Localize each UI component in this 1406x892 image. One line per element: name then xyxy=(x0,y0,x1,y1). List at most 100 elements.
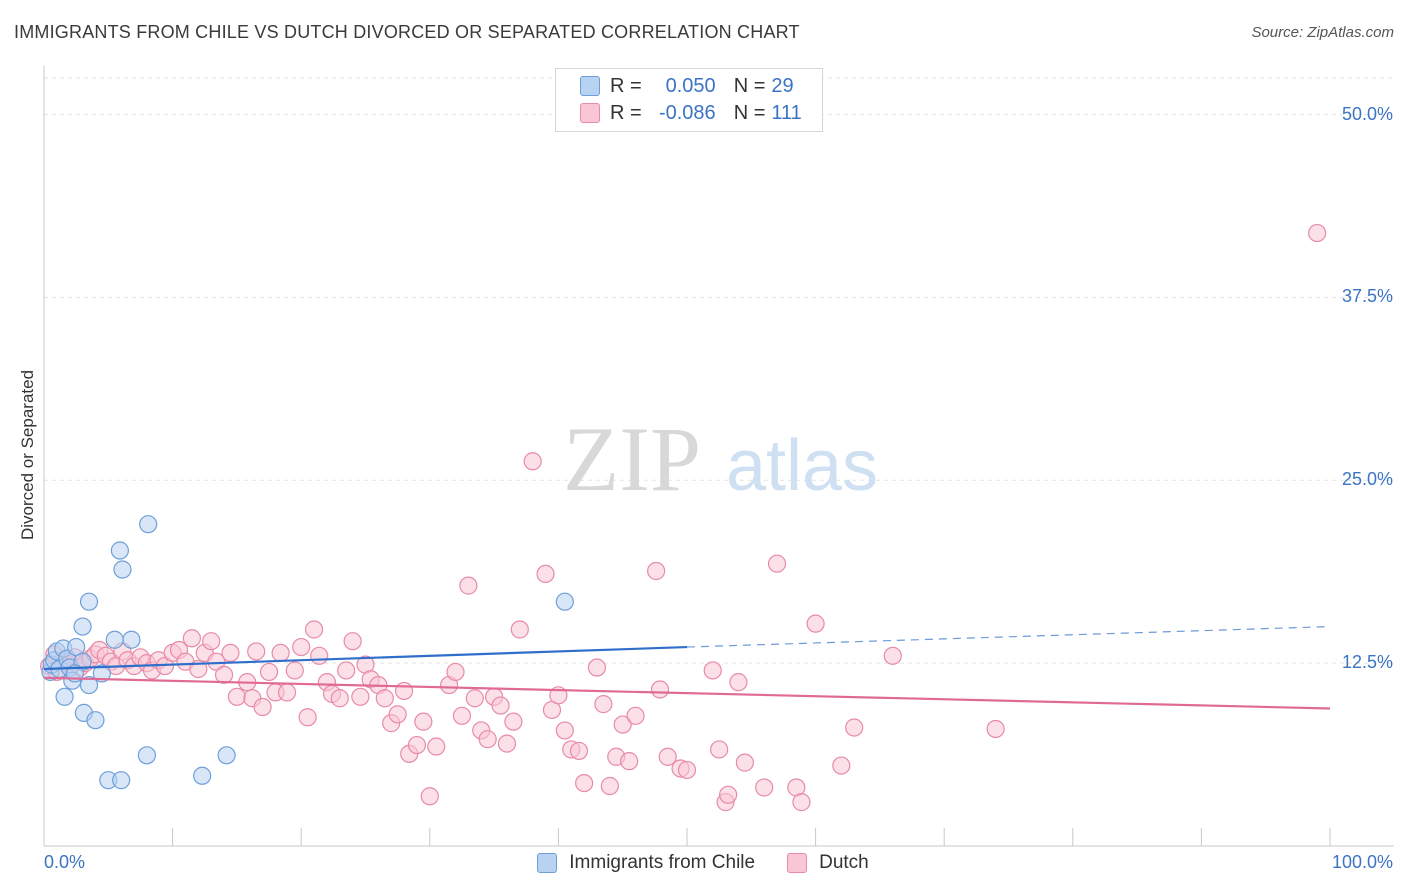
dutch-point xyxy=(587,658,607,677)
x-tick-label-max: 100.0% xyxy=(1331,852,1393,872)
legend-n-value-dutch: 111 xyxy=(771,101,802,124)
dutch-point xyxy=(767,554,787,573)
dutch-point xyxy=(575,773,594,793)
chile-point xyxy=(555,592,574,611)
dutch-point xyxy=(729,673,748,692)
legend-swatch-dutch xyxy=(580,103,600,123)
dutch-point xyxy=(414,712,433,731)
axes xyxy=(43,66,1394,847)
x-tick-label-min: 0.0% xyxy=(44,852,86,872)
chile-point xyxy=(137,746,156,765)
chile-point xyxy=(79,675,99,695)
legend-label-chile: Immigrants from Chile xyxy=(569,852,756,873)
y-tick-label: 25.0% xyxy=(1341,469,1393,490)
dutch-point xyxy=(427,737,446,756)
dutch-point xyxy=(792,793,811,812)
legend-swatch-chile xyxy=(537,853,558,873)
chart-title: IMMIGRANTS FROM CHILE VS DUTCH DIVORCED … xyxy=(14,22,800,42)
dutch-point xyxy=(1308,223,1327,243)
legend-swatch-dutch xyxy=(787,853,808,873)
chile-point xyxy=(122,630,141,649)
dutch-point xyxy=(277,683,297,702)
dutch-point xyxy=(247,642,266,661)
trend-line-chile-extension xyxy=(686,625,1331,648)
y-tick-label: 12.5% xyxy=(1341,652,1393,673)
dutch-point xyxy=(214,665,234,684)
dutch-point xyxy=(253,697,272,717)
chile-point xyxy=(217,746,236,765)
dutch-point xyxy=(259,662,279,682)
dutch-point xyxy=(497,734,517,753)
dutch-point xyxy=(292,637,311,657)
dutch-point xyxy=(182,629,201,648)
dutch-point xyxy=(883,646,902,665)
dutch-point xyxy=(351,687,370,706)
watermark-atlas: atlas xyxy=(726,426,878,506)
dutch-point xyxy=(703,661,722,680)
dutch-point xyxy=(600,776,619,796)
dutch-point xyxy=(446,662,465,682)
trend-line-dutch xyxy=(43,676,1331,710)
dutch-point xyxy=(569,741,589,761)
dutch-point xyxy=(594,695,613,714)
dutch-point xyxy=(459,576,478,595)
chile-point xyxy=(55,687,74,706)
dutch-point xyxy=(388,705,407,724)
dutch-point xyxy=(735,753,754,772)
dutch-point xyxy=(310,646,329,665)
dutch-point xyxy=(452,706,472,725)
chile-point xyxy=(112,771,131,790)
dutch-point xyxy=(298,708,317,727)
legend-n-label: N = xyxy=(733,74,766,97)
dutch-point xyxy=(719,785,738,804)
dutch-point xyxy=(986,719,1005,739)
chile-point xyxy=(79,592,99,611)
chile-point xyxy=(139,515,158,534)
dutch-point xyxy=(613,715,632,734)
data-points xyxy=(40,223,1327,812)
trend-line-chile xyxy=(43,645,688,671)
legend-n-value-chile: 29 xyxy=(771,74,794,97)
dutch-point xyxy=(523,452,542,471)
dutch-point xyxy=(845,718,864,737)
dutch-point xyxy=(677,760,697,780)
dutch-point xyxy=(647,561,666,581)
dutch-point xyxy=(375,689,394,708)
dutch-point xyxy=(221,643,240,663)
dutch-point xyxy=(420,787,439,806)
legend-item-chile[interactable]: Immigrants from Chile xyxy=(537,852,755,874)
dutch-point xyxy=(555,721,574,740)
dutch-point xyxy=(271,643,290,663)
y-tick-label: 50.0% xyxy=(1341,103,1393,124)
watermark-zip: ZIP xyxy=(563,408,701,510)
dutch-point xyxy=(650,680,670,699)
legend-r-value-chile: 0.050 xyxy=(665,74,716,97)
legend-row-dutch: R = -0.086 N = 111 xyxy=(580,101,802,125)
dutch-point xyxy=(832,756,851,775)
dutch-point xyxy=(304,620,324,639)
dutch-point xyxy=(343,632,362,651)
stats-legend: R = 0.050 N = 29 R = -0.086 N = 111 xyxy=(555,68,823,132)
grid-lines xyxy=(44,77,1394,664)
dutch-point xyxy=(202,632,221,651)
series-legend: Immigrants from Chile Dutch xyxy=(0,852,1406,874)
chile-point xyxy=(86,711,105,730)
source-label: Source: ZipAtlas.com xyxy=(1251,24,1394,41)
dutch-point xyxy=(806,614,825,633)
dutch-point xyxy=(658,747,677,766)
chile-point xyxy=(113,560,132,579)
dutch-point xyxy=(227,687,246,706)
dutch-point xyxy=(465,689,484,708)
dutch-point xyxy=(330,689,349,708)
dutch-point xyxy=(285,661,304,680)
chile-point xyxy=(73,617,92,636)
dutch-point xyxy=(626,706,645,725)
dutch-point xyxy=(755,778,774,797)
legend-label-dutch: Dutch xyxy=(819,852,869,873)
legend-r-label: R = xyxy=(610,101,642,124)
dutch-point xyxy=(407,735,427,755)
legend-row-chile: R = 0.050 N = 29 xyxy=(580,74,794,98)
legend-item-dutch[interactable]: Dutch xyxy=(787,852,869,874)
watermark: ZIP atlas xyxy=(563,408,878,510)
dutch-point xyxy=(620,752,639,771)
